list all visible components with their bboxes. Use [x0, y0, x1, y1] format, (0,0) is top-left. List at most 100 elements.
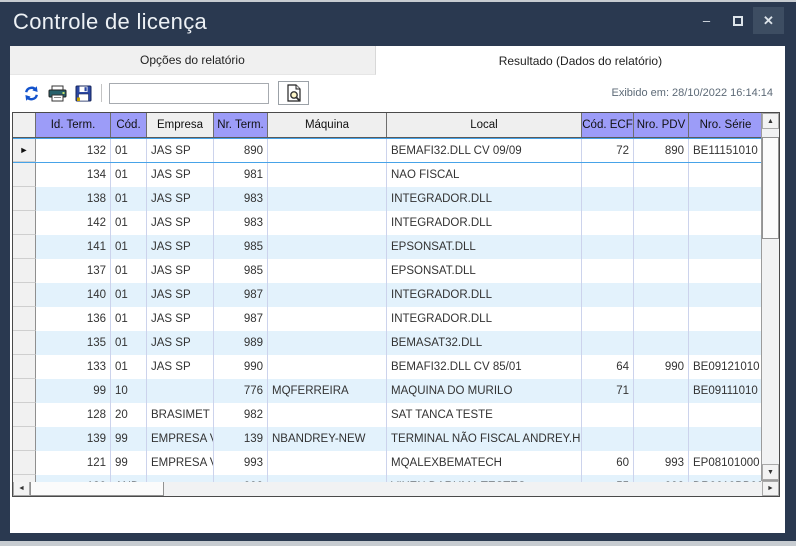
- cell-cod_ecf[interactable]: 64: [582, 355, 634, 379]
- cell-nro_serie[interactable]: BE09111010: [689, 379, 761, 403]
- selected-row-marker[interactable]: ►: [13, 139, 36, 162]
- cell-id_term[interactable]: 99: [36, 379, 111, 403]
- cell-cod[interactable]: 01: [111, 139, 147, 162]
- cell-empresa[interactable]: [147, 475, 214, 482]
- cell-nro_pdv[interactable]: 890: [634, 139, 689, 162]
- cell-maquina[interactable]: [268, 187, 387, 211]
- cell-nr_term[interactable]: 989: [214, 331, 268, 355]
- column-header-local[interactable]: Local: [387, 113, 582, 137]
- cell-nro_serie[interactable]: [689, 307, 761, 331]
- tab-report-options[interactable]: Opções do relatório: [10, 46, 376, 75]
- cell-empresa[interactable]: JAS SP: [147, 307, 214, 331]
- cell-cod_ecf[interactable]: [582, 283, 634, 307]
- cell-nr_term[interactable]: 985: [214, 235, 268, 259]
- row-indicator[interactable]: [13, 211, 36, 235]
- cell-nro_serie[interactable]: [689, 235, 761, 259]
- cell-nro_serie[interactable]: [689, 403, 761, 427]
- row-indicator[interactable]: [13, 235, 36, 259]
- cell-nro_serie[interactable]: [689, 283, 761, 307]
- cell-cod[interactable]: 01: [111, 307, 147, 331]
- cell-nro_serie[interactable]: [689, 427, 761, 451]
- cell-empresa[interactable]: JAS SP: [147, 211, 214, 235]
- cell-local[interactable]: INTEGRADOR.DLL: [387, 187, 582, 211]
- row-indicator[interactable]: [13, 355, 36, 379]
- cell-nro_serie[interactable]: [689, 259, 761, 283]
- cell-nr_term[interactable]: 983: [214, 187, 268, 211]
- cell-empresa[interactable]: JAS SP: [147, 163, 214, 187]
- row-indicator[interactable]: [13, 259, 36, 283]
- cell-id_term[interactable]: 140: [36, 283, 111, 307]
- column-header-empresa[interactable]: Empresa: [147, 113, 214, 137]
- column-header-nro_serie[interactable]: Nro. Série: [689, 113, 763, 137]
- cell-nro_pdv[interactable]: [634, 235, 689, 259]
- cell-cod[interactable]: 01: [111, 283, 147, 307]
- tab-report-result[interactable]: Resultado (Dados do relatório): [375, 46, 785, 75]
- close-button[interactable]: ✕: [753, 7, 784, 34]
- cell-cod_ecf[interactable]: [582, 403, 634, 427]
- save-button[interactable]: [72, 83, 94, 103]
- cell-nr_term[interactable]: 992: [214, 475, 268, 482]
- cell-local[interactable]: BEMAFI32.DLL CV 09/09: [387, 139, 582, 162]
- cell-cod[interactable]: 99: [111, 427, 147, 451]
- cell-nr_term[interactable]: 987: [214, 307, 268, 331]
- cell-empresa[interactable]: BRASIMET JUNDIA: [147, 403, 214, 427]
- cell-id_term[interactable]: 132: [36, 139, 111, 162]
- cell-id_term[interactable]: 134: [36, 163, 111, 187]
- cell-local[interactable]: SAT TANCA TESTE: [387, 403, 582, 427]
- cell-maquina[interactable]: [268, 451, 387, 475]
- table-row[interactable]: 133 01 JAS SP 990 BEMAFI32.DLL CV 85/01 64 990…: [13, 355, 761, 379]
- row-indicator[interactable]: [13, 307, 36, 331]
- cell-cod[interactable]: 01: [111, 259, 147, 283]
- cell-nr_term[interactable]: 993: [214, 451, 268, 475]
- maximize-button[interactable]: [722, 7, 753, 34]
- cell-nr_term[interactable]: 987: [214, 283, 268, 307]
- cell-cod[interactable]: 01: [111, 211, 147, 235]
- cell-local[interactable]: NAO FISCAL: [387, 163, 582, 187]
- row-indicator[interactable]: [13, 163, 36, 187]
- preview-button[interactable]: [278, 81, 309, 105]
- cell-nr_term[interactable]: 985: [214, 259, 268, 283]
- scroll-left-button[interactable]: ◄: [13, 481, 30, 496]
- cell-nro_pdv[interactable]: 993: [634, 451, 689, 475]
- cell-nro_pdv[interactable]: 990: [634, 355, 689, 379]
- cell-empresa[interactable]: JAS SP: [147, 259, 214, 283]
- cell-empresa[interactable]: JAS SP: [147, 355, 214, 379]
- cell-nro_pdv[interactable]: [634, 259, 689, 283]
- cell-nro_pdv[interactable]: [634, 187, 689, 211]
- table-row[interactable]: 141 01 JAS SP 985 EPSONSAT.DLL: [13, 235, 761, 259]
- cell-id_term[interactable]: 130: [36, 475, 111, 482]
- cell-maquina[interactable]: MQFERREIRA: [268, 379, 387, 403]
- scroll-down-button[interactable]: ▼: [762, 464, 779, 480]
- cell-cod_ecf[interactable]: [582, 211, 634, 235]
- cell-local[interactable]: EPSONSAT.DLL: [387, 235, 582, 259]
- cell-maquina[interactable]: [268, 163, 387, 187]
- minimize-button[interactable]: –: [691, 7, 722, 34]
- cell-nro_pdv[interactable]: [634, 211, 689, 235]
- row-indicator[interactable]: [13, 379, 36, 403]
- cell-maquina[interactable]: NBANDREY-NEW: [268, 427, 387, 451]
- row-indicator[interactable]: [13, 283, 36, 307]
- cell-cod_ecf[interactable]: [582, 427, 634, 451]
- cell-nro_pdv[interactable]: 992: [634, 475, 689, 482]
- cell-id_term[interactable]: 142: [36, 211, 111, 235]
- cell-maquina[interactable]: [268, 307, 387, 331]
- cell-local[interactable]: MQALEXBEMATECH: [387, 451, 582, 475]
- cell-local[interactable]: INTEGRADOR.DLL: [387, 211, 582, 235]
- cell-cod[interactable]: 01: [111, 235, 147, 259]
- cell-empresa[interactable]: [147, 379, 214, 403]
- table-row[interactable]: 140 01 JAS SP 987 INTEGRADOR.DLL: [13, 283, 761, 307]
- scroll-up-button[interactable]: ▲: [762, 113, 779, 129]
- cell-nro_pdv[interactable]: [634, 283, 689, 307]
- cell-cod[interactable]: 01: [111, 163, 147, 187]
- cell-maquina[interactable]: [268, 259, 387, 283]
- cell-nr_term[interactable]: 990: [214, 355, 268, 379]
- cell-empresa[interactable]: EMPRESA VOLPE: [147, 451, 214, 475]
- table-row[interactable]: 99 10 776 MQFERREIRA MAQUINA DO MURILO 71 BE09…: [13, 379, 761, 403]
- table-row[interactable]: 130AND992VIXEN DARUMA TESTES55992DR0610B…: [13, 475, 761, 482]
- cell-nr_term[interactable]: 776: [214, 379, 268, 403]
- cell-cod_ecf[interactable]: 72: [582, 139, 634, 162]
- cell-maquina[interactable]: [268, 403, 387, 427]
